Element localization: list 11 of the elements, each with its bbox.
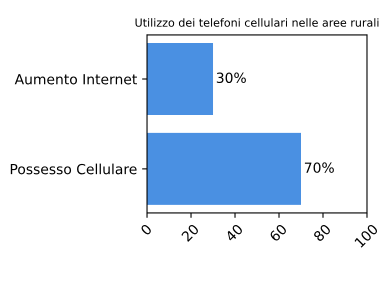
data-label: 70% <box>304 162 334 173</box>
y-tick-label: Possesso Cellulare <box>10 164 137 174</box>
x-tick-label: 40 <box>224 223 244 242</box>
chart-title: Utilizzo dei telefoni cellulari nelle aree rurali <box>136 18 378 27</box>
x-tick-label: 0 <box>140 223 152 236</box>
x-tick-label: 80 <box>312 223 332 242</box>
data-label: 30% <box>216 72 246 84</box>
x-tick-label: 60 <box>268 223 288 242</box>
x-tick-label: 100 <box>354 223 379 248</box>
y-tick-label: Aumento Internet <box>14 74 137 84</box>
x-tick-label: 20 <box>180 223 200 242</box>
